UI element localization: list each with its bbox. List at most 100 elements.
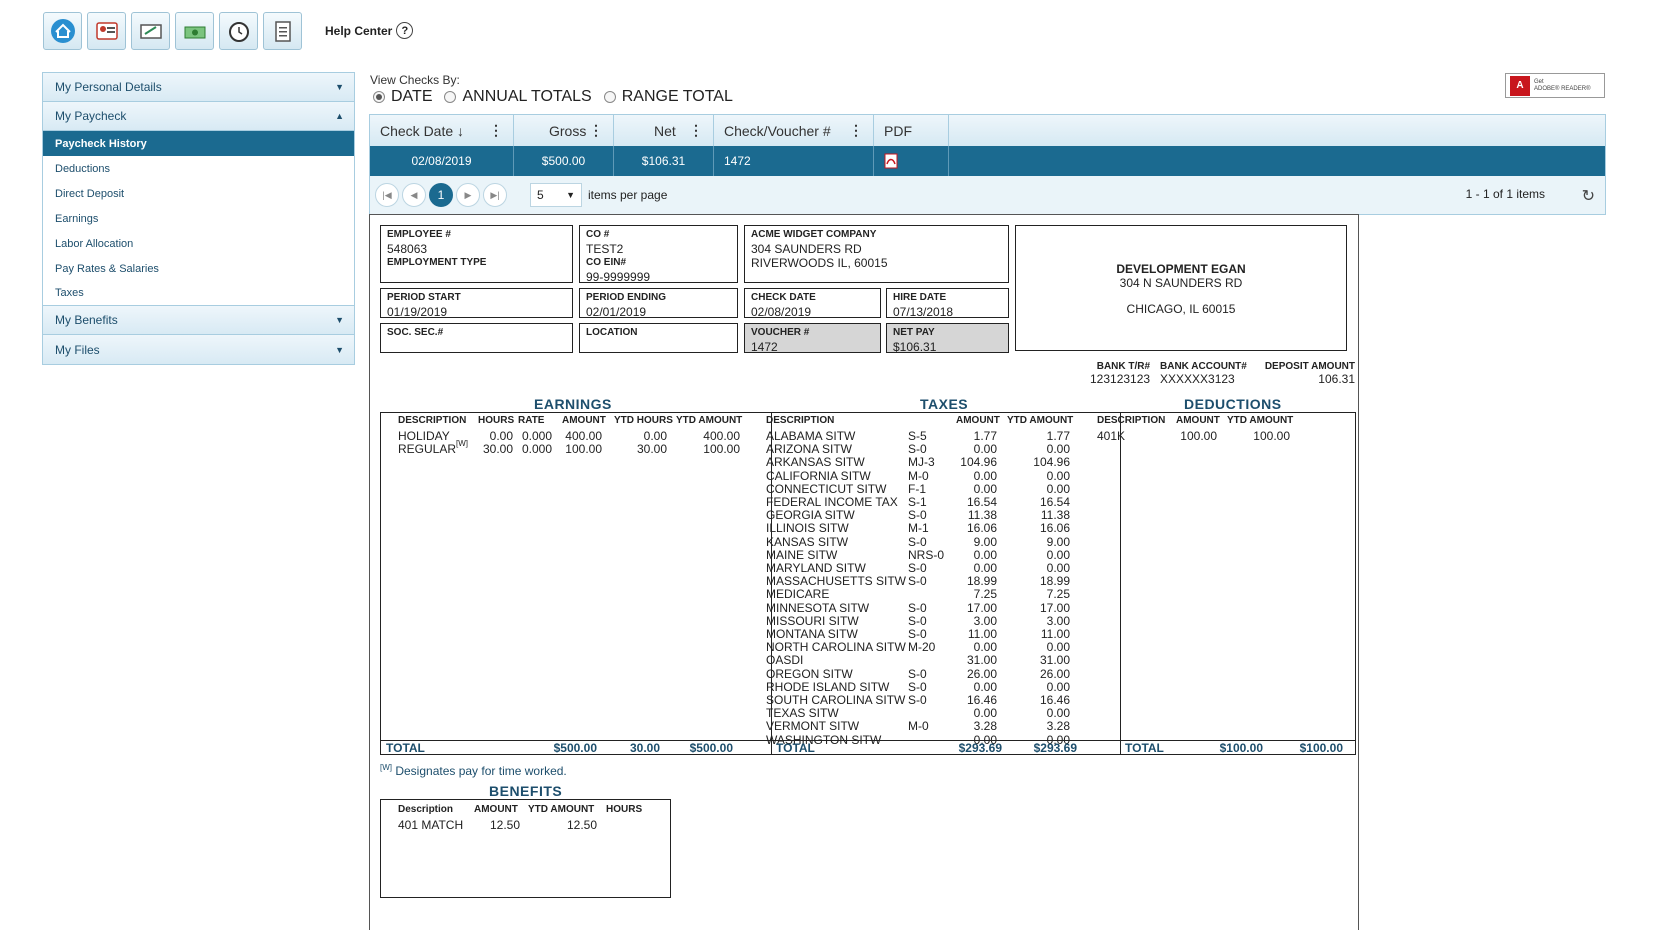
radio-date-label: DATE xyxy=(391,88,433,105)
tax-row-amount: 0.00 xyxy=(973,679,997,694)
clock-button[interactable] xyxy=(219,12,258,50)
deductions-col-header: AMOUNT xyxy=(1176,415,1220,426)
tax-row-desc: MAINE SITW xyxy=(766,547,838,562)
sidebar-section-label: My Paycheck xyxy=(55,109,127,123)
sidebar-section-personal-details[interactable]: My Personal Details ▼ xyxy=(43,73,354,102)
next-page-button[interactable]: ▶ xyxy=(456,183,480,207)
tax-row-desc: MONTANA SITW xyxy=(766,627,858,641)
sidebar-item-pay-rates[interactable]: Pay Rates & Salaries xyxy=(43,256,354,281)
home-button[interactable] xyxy=(43,12,82,50)
tax-row-ytd: 0.00 xyxy=(1046,547,1070,562)
radio-date[interactable] xyxy=(373,91,385,103)
benefit-row-amount: 12.50 xyxy=(489,818,520,832)
tax-row-status: NRS-0 xyxy=(908,547,945,562)
sidebar-section-paycheck[interactable]: My Paycheck ▲ xyxy=(43,102,354,131)
sidebar-section-label: My Benefits xyxy=(55,313,118,327)
tax-row-amount: 0.00 xyxy=(973,442,997,457)
column-menu-icon[interactable]: ⋮ xyxy=(849,122,863,138)
check-date-box: CHECK DATE 02/08/2019 xyxy=(744,288,881,319)
get-adobe-reader-badge[interactable]: A Get ADOBE® READER® xyxy=(1505,73,1605,98)
column-menu-icon[interactable]: ⋮ xyxy=(689,122,703,138)
voucher-box: VOUCHER # 1472 xyxy=(744,323,881,354)
company-line2: RIVERWOODS IL, 60015 xyxy=(751,256,888,270)
clipboard-button[interactable] xyxy=(263,12,302,50)
money-button[interactable] xyxy=(175,12,214,50)
payee-line1: 304 N SAUNDERS RD xyxy=(1119,276,1243,290)
radio-range-total-label: RANGE TOTAL xyxy=(621,88,733,105)
earnings-row-ytd-amount: 400.00 xyxy=(703,429,740,443)
earnings-row-desc: REGULAR xyxy=(398,442,457,456)
sidebar-item-paycheck-history[interactable]: Paycheck History xyxy=(43,131,354,156)
column-pdf[interactable]: PDF xyxy=(874,115,949,146)
sidebar-section-benefits[interactable]: My Benefits ▼ xyxy=(43,306,354,335)
earnings-col-header: AMOUNT xyxy=(562,415,606,426)
divider xyxy=(1120,413,1121,754)
items-per-page-select[interactable]: 5 ▼ xyxy=(530,183,582,207)
hire-date-value: 07/13/2018 xyxy=(893,305,954,319)
first-page-button[interactable]: |◀ xyxy=(375,183,399,207)
taxes-col-header: AMOUNT xyxy=(956,415,1000,426)
column-net[interactable]: Net ⋮ xyxy=(614,115,714,146)
co-ein-label: CO EIN# xyxy=(586,257,627,268)
taxes-title: TAXES xyxy=(920,396,969,412)
earnings-row-amount: 100.00 xyxy=(565,442,602,456)
period-ending-box: PERIOD ENDING 02/01/2019 xyxy=(579,288,738,319)
radio-annual-totals[interactable] xyxy=(444,91,457,103)
tax-row-desc: NORTH CAROLINA SITW xyxy=(766,640,906,655)
radio-range-total[interactable] xyxy=(603,91,616,103)
taxes-total-label: TOTAL xyxy=(776,741,815,755)
deposit-amount: DEPOSIT AMOUNT 106.31 xyxy=(1257,361,1355,386)
paycheck-stub: EMPLOYEE # 548063 EMPLOYMENT TYPE CO # T… xyxy=(369,214,1359,930)
column-gross[interactable]: Gross ⋮ xyxy=(514,115,614,146)
note-mark: [W] xyxy=(380,763,392,772)
sidebar-item-earnings[interactable]: Earnings xyxy=(43,206,354,231)
tax-row-ytd: 0.00 xyxy=(1046,732,1070,747)
tax-row-desc: MEDICARE xyxy=(766,587,830,602)
tax-row-ytd: 0.00 xyxy=(1046,481,1070,496)
column-menu-icon[interactable]: ⋮ xyxy=(589,122,603,138)
column-voucher[interactable]: Check/Voucher # ⋮ xyxy=(714,115,874,146)
deduction-row-desc: 401K xyxy=(1097,429,1126,443)
sidebar-section-files[interactable]: My Files ▼ xyxy=(43,335,354,364)
taxes-total-amount: $293.69 xyxy=(958,741,1002,755)
tax-row-ytd: 11.38 xyxy=(1040,508,1070,523)
refresh-icon[interactable]: ↻ xyxy=(1581,188,1595,205)
voucher-label: VOUCHER # xyxy=(751,327,810,338)
employment-type-label: EMPLOYMENT TYPE xyxy=(387,257,487,268)
column-check-date[interactable]: Check Date ↓ ⋮ xyxy=(370,115,514,146)
benefits-col-ytd-amount: YTD AMOUNT xyxy=(528,804,595,815)
earnings-row-hours: 0.00 xyxy=(489,429,513,443)
profile-button[interactable] xyxy=(87,12,126,50)
chevron-down-icon: ▼ xyxy=(335,82,344,92)
earnings-col-header: HOURS xyxy=(478,415,515,426)
sidebar-item-labor-allocation[interactable]: Labor Allocation xyxy=(43,231,354,256)
tax-row-ytd: 18.99 xyxy=(1039,574,1070,589)
earnings-row-desc: HOLIDAY xyxy=(398,429,450,443)
tax-row-amount: 11.00 xyxy=(967,627,997,641)
work-mark: [W] xyxy=(456,439,468,448)
table-row[interactable]: 02/08/2019 $500.00 $106.31 1472 xyxy=(370,146,1605,176)
tax-row-amount: 1.77 xyxy=(973,429,997,443)
last-page-button[interactable]: ▶| xyxy=(483,183,507,207)
column-menu-icon[interactable]: ⋮ xyxy=(489,122,503,138)
page-1-button[interactable]: 1 xyxy=(429,183,453,207)
adobe-name: ADOBE® READER® xyxy=(1534,85,1591,92)
pdf-icon[interactable] xyxy=(884,153,898,169)
tax-row-status: S-0 xyxy=(908,561,927,575)
chevron-down-icon: ▼ xyxy=(335,315,344,325)
sidebar-item-deductions[interactable]: Deductions xyxy=(43,156,354,181)
help-center-link[interactable]: Help Center ? xyxy=(325,22,414,39)
column-label: Check/Voucher # xyxy=(724,122,831,139)
cell-gross: $500.00 xyxy=(514,146,614,176)
ssn-label: SOC. SEC.# xyxy=(387,327,444,338)
sidebar-item-direct-deposit[interactable]: Direct Deposit xyxy=(43,181,354,206)
tax-row-desc: GEORGIA SITW xyxy=(766,508,855,523)
taxes-col-header: YTD AMOUNT xyxy=(1007,415,1074,426)
paycheck-button[interactable] xyxy=(131,12,170,50)
deduction-row-ytd: 100.00 xyxy=(1253,429,1290,443)
sidebar-item-taxes[interactable]: Taxes xyxy=(43,281,354,306)
tax-row-ytd: 3.00 xyxy=(1046,613,1070,628)
cell-voucher: 1472 xyxy=(714,146,874,176)
tax-row-amount: 0.00 xyxy=(973,547,997,562)
prev-page-button[interactable]: ◀ xyxy=(402,183,426,207)
